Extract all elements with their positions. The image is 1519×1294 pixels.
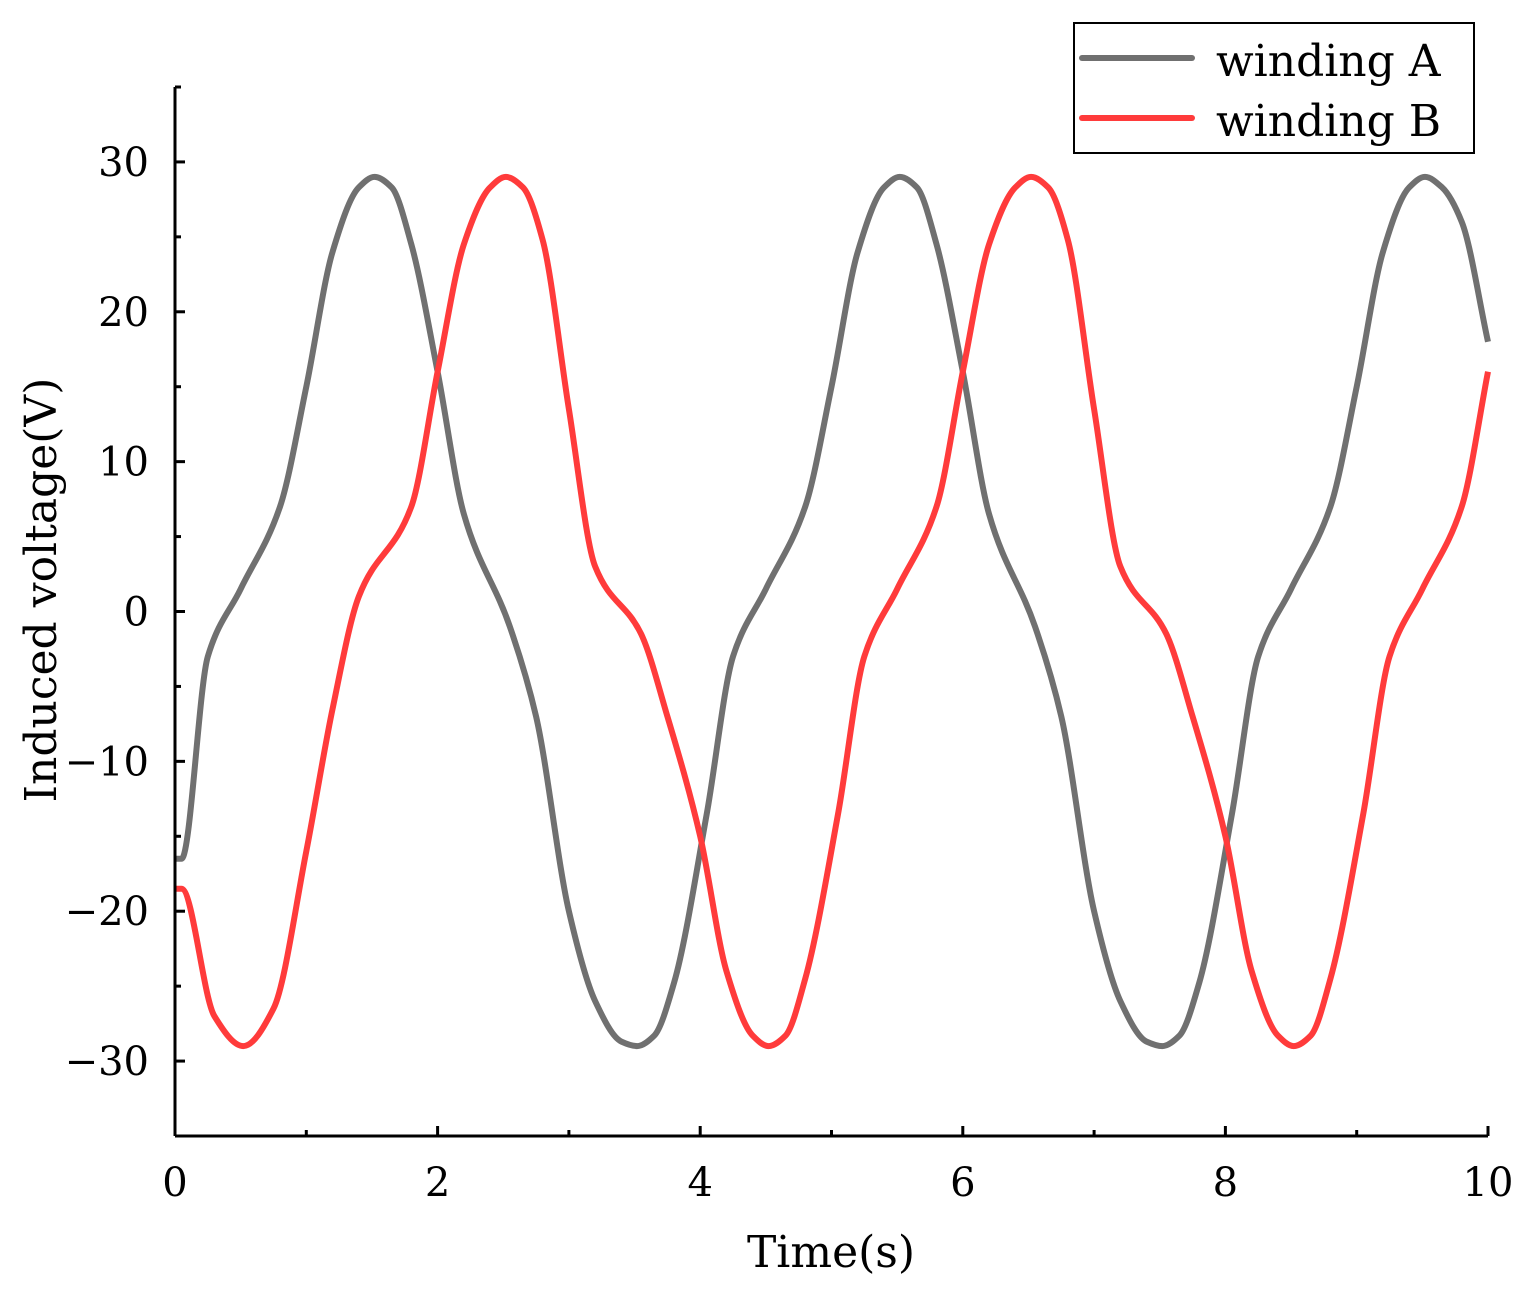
x-tick-label: 6 [950,1160,975,1206]
x-ticks: 0 2 4 6 8 10 [162,1126,1513,1206]
x-axis-label: Time(s) [747,1227,915,1278]
legend-label-winding-b: winding B [1216,96,1441,147]
legend: winding A winding B [1073,22,1475,154]
plot-series [174,173,1491,1050]
y-tick-label: 30 [98,140,149,186]
y-ticks: −30 −20 −10 0 10 20 30 [65,85,185,1138]
y-tick-label: 20 [98,290,149,336]
x-tick-label: 8 [1213,1160,1238,1206]
y-axis-label: Induced voltage(V) [16,378,67,803]
y-tick-label: −30 [65,1039,149,1085]
x-tick-label: 0 [162,1160,187,1206]
x-tick-label: 2 [425,1160,450,1206]
series-line-winding-a [175,173,1491,1050]
y-tick-label: 10 [98,440,149,486]
legend-label-winding-a: winding A [1216,36,1442,87]
x-tick-label: 4 [687,1160,712,1206]
x-tick-label: 10 [1463,1160,1514,1206]
legend-box [1073,22,1475,154]
y-tick-label: −10 [65,739,149,785]
axes [173,87,1488,1138]
y-tick-label: −20 [65,889,149,935]
y-tick-label: 0 [124,590,149,636]
series-line-winding-b [174,173,1491,1050]
